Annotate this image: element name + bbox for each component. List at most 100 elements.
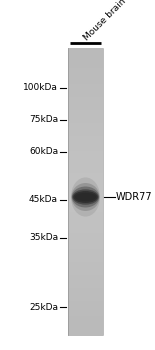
Bar <box>68 151 103 153</box>
Text: 75kDa: 75kDa <box>29 116 58 125</box>
Bar <box>68 133 103 135</box>
Bar <box>68 309 103 311</box>
Bar <box>68 232 103 233</box>
Bar <box>68 77 103 79</box>
Bar <box>68 249 103 251</box>
Bar <box>68 84 103 86</box>
Bar <box>68 239 103 241</box>
Bar <box>68 321 103 323</box>
Text: WDR77: WDR77 <box>116 192 153 202</box>
Bar <box>68 327 103 328</box>
Bar <box>68 124 103 126</box>
Bar <box>68 265 103 267</box>
Bar <box>68 322 103 324</box>
Ellipse shape <box>73 191 98 203</box>
Bar <box>68 279 103 281</box>
Bar <box>68 293 103 295</box>
Bar <box>68 314 103 315</box>
Bar <box>68 131 103 133</box>
Bar <box>68 269 103 271</box>
Bar <box>68 78 103 80</box>
Bar <box>68 100 103 101</box>
Bar <box>68 48 103 50</box>
Bar <box>68 174 103 176</box>
Bar <box>68 318 103 320</box>
Bar <box>68 118 103 120</box>
Bar <box>68 183 103 185</box>
Bar <box>68 91 103 93</box>
Bar <box>68 190 103 192</box>
Bar <box>68 110 103 112</box>
Bar <box>68 186 103 188</box>
Bar <box>68 72 103 74</box>
Bar <box>68 64 103 66</box>
Bar <box>68 242 103 244</box>
Bar <box>68 262 103 264</box>
Bar <box>68 292 103 294</box>
Bar <box>68 332 103 334</box>
Bar <box>68 329 103 331</box>
Bar <box>68 167 103 169</box>
Bar <box>68 191 103 194</box>
Bar <box>68 289 103 291</box>
Bar <box>68 135 103 138</box>
Bar <box>68 130 103 132</box>
Bar <box>68 259 103 261</box>
Bar <box>68 276 103 278</box>
Bar <box>68 169 103 170</box>
Bar <box>68 172 103 173</box>
Bar <box>68 108 103 110</box>
Bar <box>68 217 103 219</box>
Bar <box>68 49 103 51</box>
Bar <box>68 284 103 285</box>
Bar <box>68 154 103 156</box>
Ellipse shape <box>71 177 100 217</box>
Bar <box>68 187 103 189</box>
Bar <box>68 107 103 109</box>
Bar <box>68 245 103 246</box>
Ellipse shape <box>71 183 100 211</box>
Bar <box>68 101 103 103</box>
Bar <box>68 222 103 224</box>
Bar <box>68 88 103 90</box>
Bar <box>68 233 103 235</box>
Bar <box>68 331 103 332</box>
Bar <box>68 95 103 97</box>
Bar <box>68 87 103 89</box>
Bar <box>68 150 103 152</box>
Bar <box>68 272 103 274</box>
Bar <box>68 170 103 172</box>
Bar <box>68 94 103 96</box>
Bar <box>68 273 103 275</box>
Bar <box>68 226 103 228</box>
Ellipse shape <box>72 187 99 208</box>
Bar <box>68 104 103 106</box>
Bar <box>68 111 103 113</box>
Bar <box>68 266 103 268</box>
Bar <box>68 62 103 64</box>
Bar <box>68 144 103 146</box>
Bar <box>68 267 103 270</box>
Bar <box>68 219 103 221</box>
Ellipse shape <box>72 189 99 205</box>
Bar <box>68 60 103 61</box>
Text: Mouse brain: Mouse brain <box>82 0 127 42</box>
Bar <box>68 328 103 330</box>
Bar <box>68 57 103 58</box>
Bar <box>68 252 103 254</box>
Bar <box>68 234 103 237</box>
Text: 45kDa: 45kDa <box>29 196 58 204</box>
Bar <box>68 161 103 163</box>
Bar <box>68 204 103 206</box>
Bar <box>68 153 103 155</box>
Bar <box>68 122 103 125</box>
Bar <box>68 296 103 298</box>
Bar <box>68 143 103 145</box>
Bar <box>68 286 103 288</box>
Bar <box>68 290 103 293</box>
Bar <box>68 134 103 136</box>
Bar <box>68 229 103 231</box>
Bar <box>68 163 103 165</box>
Bar <box>68 160 103 162</box>
Bar <box>68 228 103 229</box>
